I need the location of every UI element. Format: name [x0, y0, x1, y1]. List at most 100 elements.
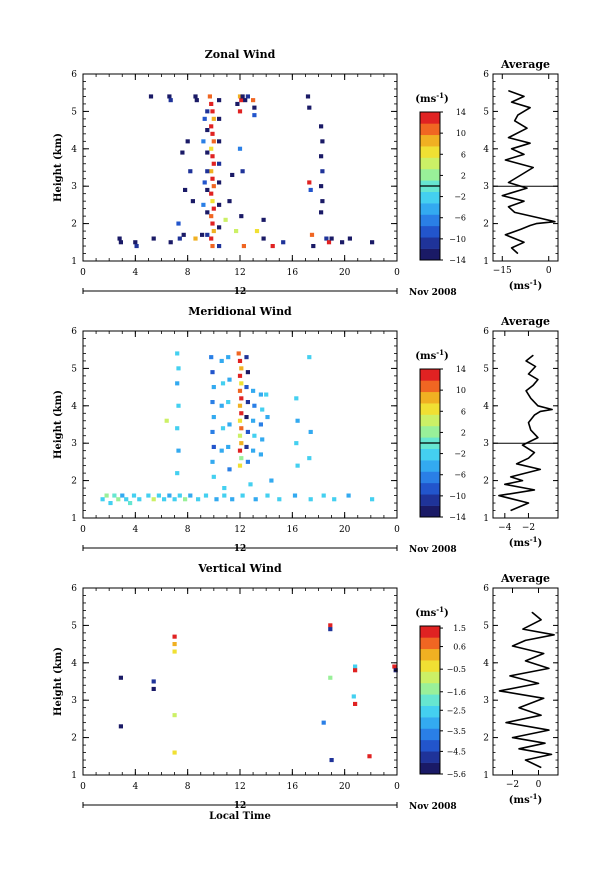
heatmap-cell — [210, 370, 215, 375]
heatmap-cell — [223, 217, 228, 222]
heatmap-cell — [137, 497, 142, 502]
average-profile-point — [525, 390, 527, 392]
avg-x-tick-label: 0 — [546, 266, 552, 276]
colorbar-swatch — [420, 717, 440, 729]
heatmap-cell — [319, 124, 324, 129]
colorbar-unit: (ms-1) — [415, 91, 448, 105]
avg-y-tick-label: 3 — [483, 696, 489, 706]
heatmap-cell — [116, 497, 121, 502]
heatmap-cell — [217, 180, 222, 185]
average-profile-point — [514, 212, 516, 213]
date-label: Nov 2008 — [409, 802, 457, 812]
heatmap-cell — [235, 101, 240, 106]
average-unit: (ms-1) — [509, 792, 542, 806]
colorbar-swatch — [420, 626, 440, 638]
panel-title: Meridional Wind — [188, 305, 292, 318]
heatmap-cell — [319, 210, 324, 215]
heatmap-cell — [340, 240, 345, 245]
y-tick-label: 2 — [71, 477, 77, 487]
average-profile-point — [523, 154, 525, 155]
heatmap-cell — [175, 471, 180, 476]
avg-x-tick-label: −15 — [493, 266, 512, 276]
day-label: 12 — [234, 544, 247, 554]
heatmap-cell — [237, 463, 243, 468]
average-title: Average — [500, 572, 550, 585]
avg-y-tick-label: 2 — [483, 220, 489, 230]
panel-title: Vertical Wind — [197, 562, 282, 575]
colorbar-swatch — [420, 682, 440, 695]
heatmap-cell — [210, 221, 215, 226]
heatmap-cell — [175, 426, 180, 431]
x-tick-label: 12 — [234, 782, 245, 792]
heatmap-cell — [210, 109, 215, 114]
heatmap-cell — [210, 131, 215, 136]
heatmap-cell — [201, 202, 206, 207]
heatmap-cell — [172, 497, 177, 502]
colorbar-tick-label: −10 — [449, 492, 466, 501]
heatmap-cell — [211, 229, 216, 234]
average-title: Average — [500, 315, 550, 328]
heatmap-cell — [217, 244, 222, 249]
average-profile-point — [512, 645, 513, 647]
average-profile-point — [499, 690, 500, 692]
average-profile-point — [511, 101, 512, 103]
heatmap-cell — [172, 713, 177, 718]
heatmap-cell — [370, 240, 375, 245]
colorbar-swatch — [420, 134, 440, 147]
heatmap-cell — [245, 459, 250, 464]
heatmap-cell — [185, 139, 190, 144]
average-unit: (ms-1) — [509, 278, 542, 292]
heatmap-cell — [118, 724, 123, 729]
colorbar-swatch — [420, 494, 440, 506]
heatmap-cell — [151, 236, 156, 241]
heatmap-cell — [226, 444, 231, 449]
x-tick-label: 12 — [234, 525, 245, 535]
heatmap-cell — [240, 94, 245, 99]
heatmap-cell — [239, 441, 244, 446]
heatmap-cell — [251, 418, 256, 423]
average-profile-point — [528, 422, 529, 423]
colorbar-tick-label: −6 — [454, 471, 466, 480]
colorbar-tick-label: 6 — [461, 150, 466, 159]
colorbar-swatch — [420, 671, 440, 684]
colorbar-tick-label: 2 — [461, 171, 466, 180]
heatmap-cell — [329, 758, 334, 763]
y-tick-label: 4 — [71, 659, 77, 669]
heatmap-cell — [209, 101, 214, 106]
y-axis-label: Height (km) — [53, 133, 64, 202]
heatmap-cell — [251, 98, 256, 103]
heatmap-cell — [167, 493, 172, 498]
heatmap-cell — [239, 381, 244, 386]
heatmap-cell — [227, 467, 232, 472]
average-frame — [492, 587, 559, 776]
y-tick-label: 1 — [71, 514, 77, 524]
heatmap-cell — [151, 679, 156, 684]
y-tick-label: 4 — [71, 145, 77, 155]
x-tick-label: 0 — [394, 525, 400, 535]
heatmap-cell — [176, 403, 181, 408]
heatmap-cell — [200, 232, 205, 237]
y-tick-label: 5 — [71, 621, 77, 631]
average-profile-point — [511, 247, 512, 249]
colorbar-swatch — [420, 403, 440, 415]
colorbar-swatch — [420, 705, 440, 718]
heatmap-cell — [202, 180, 207, 185]
heatmap-cell — [240, 493, 245, 498]
average-profile-point — [517, 253, 519, 254]
y-tick-label: 2 — [71, 734, 77, 744]
heatmap-cell — [164, 418, 169, 423]
x-tick-label: 0 — [80, 782, 86, 792]
average-profile-point — [539, 411, 541, 412]
heatmap-cell — [108, 501, 113, 506]
x-tick-label: 4 — [132, 782, 138, 792]
average-title: Average — [500, 58, 550, 71]
heatmap-cell — [205, 210, 210, 215]
heatmap-cell — [292, 493, 298, 498]
colorbar-swatch — [420, 762, 440, 775]
heatmap-cell — [239, 426, 244, 431]
colorbar-swatch — [420, 660, 440, 672]
colorbar-swatch — [420, 214, 440, 227]
heatmap-cell — [270, 244, 275, 249]
heatmap-cell — [176, 448, 181, 453]
heatmap-cell — [245, 370, 250, 375]
